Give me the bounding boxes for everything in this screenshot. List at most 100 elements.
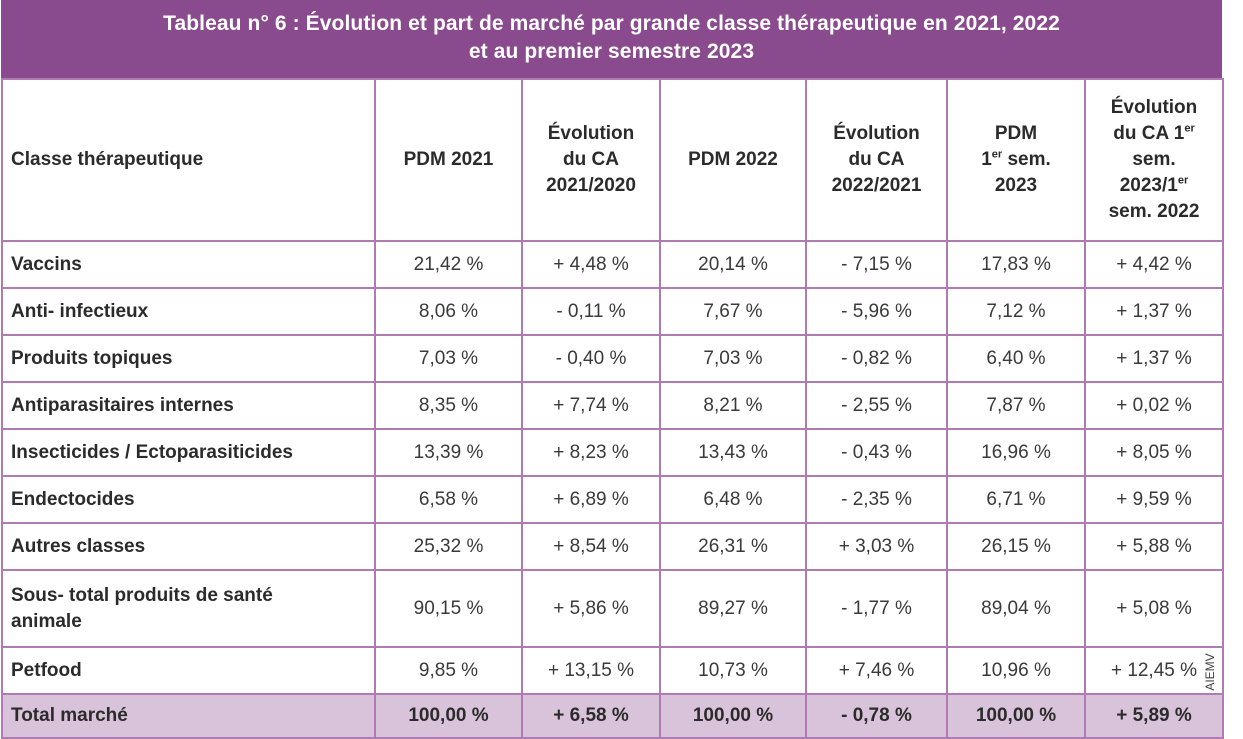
row-label: Endectocides bbox=[1, 475, 376, 524]
header-text: 2023/1er bbox=[1087, 173, 1221, 199]
cell: 6,71 % bbox=[946, 475, 1086, 524]
cell: 9,85 % bbox=[374, 646, 523, 695]
cell: + 4,48 % bbox=[521, 240, 661, 289]
header-text: 2022/2021 bbox=[831, 175, 922, 196]
cell: 6,58 % bbox=[374, 475, 523, 524]
total-cell: 100,00 % bbox=[374, 693, 523, 739]
cell: + 9,59 % bbox=[1084, 475, 1224, 524]
header-row: Classe thérapeutique PDM 2021 Évolution … bbox=[1, 78, 1224, 242]
header-text: Évolution bbox=[1110, 97, 1198, 118]
table-row: Produits topiques 7,03 % - 0,40 % 7,03 %… bbox=[1, 334, 1224, 383]
header-text: du CA bbox=[848, 149, 905, 170]
total-cell: + 6,58 % bbox=[521, 693, 661, 739]
cell: 20,14 % bbox=[659, 240, 807, 289]
header-text: 1er sem. bbox=[949, 147, 1083, 173]
cell: - 0,11 % bbox=[521, 287, 661, 336]
cell: 7,12 % bbox=[946, 287, 1086, 336]
cell: + 12,45 % bbox=[1084, 646, 1224, 695]
table-row: Vaccins 21,42 % + 4,48 % 20,14 % - 7,15 … bbox=[1, 240, 1224, 289]
cell: 8,06 % bbox=[374, 287, 523, 336]
cell: - 0,82 % bbox=[805, 334, 948, 383]
cell: 89,27 % bbox=[659, 569, 807, 648]
cell: 13,39 % bbox=[374, 428, 523, 477]
cell: - 2,35 % bbox=[805, 475, 948, 524]
header-text: du CA bbox=[563, 149, 619, 170]
header-text: sem. bbox=[1132, 149, 1176, 170]
header-sup: er bbox=[1177, 174, 1189, 187]
row-label: Sous- total produits de santé animale bbox=[1, 569, 376, 648]
header-text: Évolution bbox=[547, 123, 635, 144]
market-share-table: Classe thérapeutique PDM 2021 Évolution … bbox=[1, 78, 1224, 739]
cell: 21,42 % bbox=[374, 240, 523, 289]
cell: + 8,54 % bbox=[521, 522, 661, 571]
cell: 25,32 % bbox=[374, 522, 523, 571]
header-pdm-s1-2023: PDM 1er sem. 2023 bbox=[946, 78, 1086, 242]
cell: 6,40 % bbox=[946, 334, 1086, 383]
cell: - 0,43 % bbox=[805, 428, 948, 477]
cell: 8,21 % bbox=[659, 381, 807, 430]
cell: - 5,96 % bbox=[805, 287, 948, 336]
total-cell: 100,00 % bbox=[659, 693, 807, 739]
header-text: du CA 1 bbox=[1113, 123, 1185, 144]
cell: + 8,05 % bbox=[1084, 428, 1224, 477]
header-text: du CA 1er bbox=[1087, 121, 1221, 147]
cell: + 5,08 % bbox=[1084, 569, 1224, 648]
source-credit: AIEMV bbox=[1203, 653, 1217, 691]
cell: - 2,55 % bbox=[805, 381, 948, 430]
cell: 7,03 % bbox=[659, 334, 807, 383]
total-cell: 100,00 % bbox=[946, 693, 1086, 739]
total-row: Total marché 100,00 % + 6,58 % 100,00 % … bbox=[1, 693, 1224, 739]
header-evol-2022: Évolution du CA 2022/2021 bbox=[805, 78, 948, 242]
cell: + 7,74 % bbox=[521, 381, 661, 430]
total-cell: + 5,89 % bbox=[1084, 693, 1224, 739]
cell: + 5,86 % bbox=[521, 569, 661, 648]
cell: + 0,02 % bbox=[1084, 381, 1224, 430]
cell: 26,15 % bbox=[946, 522, 1086, 571]
table-row: Antiparasitaires internes 8,35 % + 7,74 … bbox=[1, 381, 1224, 430]
cell: 13,43 % bbox=[659, 428, 807, 477]
cell: 16,96 % bbox=[946, 428, 1086, 477]
cell: 89,04 % bbox=[946, 569, 1086, 648]
header-pdm-2022: PDM 2022 bbox=[659, 78, 807, 242]
cell: 8,35 % bbox=[374, 381, 523, 430]
header-evol-s1-2023: Évolution du CA 1er sem. 2023/1er sem. 2… bbox=[1084, 78, 1224, 242]
row-label: Autres classes bbox=[1, 522, 376, 571]
row-label: Vaccins bbox=[1, 240, 376, 289]
row-label: Anti- infectieux bbox=[1, 287, 376, 336]
cell: 10,73 % bbox=[659, 646, 807, 695]
cell: + 5,88 % bbox=[1084, 522, 1224, 571]
total-label: Total marché bbox=[1, 693, 376, 739]
header-evol-2021: Évolution du CA 2021/2020 bbox=[521, 78, 661, 242]
header-text: 2023 bbox=[994, 175, 1038, 196]
table-row: Sous- total produits de santé animale 90… bbox=[1, 569, 1224, 648]
cell: + 3,03 % bbox=[805, 522, 948, 571]
cell: 7,67 % bbox=[659, 287, 807, 336]
header-text: PDM bbox=[994, 123, 1038, 144]
cell: - 0,40 % bbox=[521, 334, 661, 383]
cell: - 1,77 % bbox=[805, 569, 948, 648]
header-classe: Classe thérapeutique bbox=[1, 78, 376, 242]
total-cell: - 0,78 % bbox=[805, 693, 948, 739]
cell: - 7,15 % bbox=[805, 240, 948, 289]
cell: + 1,37 % bbox=[1084, 287, 1224, 336]
header-sup: er bbox=[1184, 122, 1195, 135]
cell: + 8,23 % bbox=[521, 428, 661, 477]
cell: + 13,15 % bbox=[521, 646, 661, 695]
row-label: Petfood bbox=[1, 646, 376, 695]
title-line-1: Tableau n° 6 : Évolution et part de marc… bbox=[163, 12, 1060, 35]
header-pdm-2021: PDM 2021 bbox=[374, 78, 523, 242]
header-text: Évolution bbox=[833, 123, 920, 144]
header-sup: er bbox=[991, 148, 1003, 161]
cell: 17,83 % bbox=[946, 240, 1086, 289]
cell: + 7,46 % bbox=[805, 646, 948, 695]
table-row: Anti- infectieux 8,06 % - 0,11 % 7,67 % … bbox=[1, 287, 1224, 336]
cell: 10,96 % bbox=[946, 646, 1086, 695]
table-row: Endectocides 6,58 % + 6,89 % 6,48 % - 2,… bbox=[1, 475, 1224, 524]
cell: 26,31 % bbox=[659, 522, 807, 571]
cell: + 1,37 % bbox=[1084, 334, 1224, 383]
table-row: Insecticides / Ectoparasiticides 13,39 %… bbox=[1, 428, 1224, 477]
header-text: 1 bbox=[981, 149, 992, 170]
cell: 6,48 % bbox=[659, 475, 807, 524]
row-label-line: Sous- total produits de santé bbox=[11, 584, 273, 606]
